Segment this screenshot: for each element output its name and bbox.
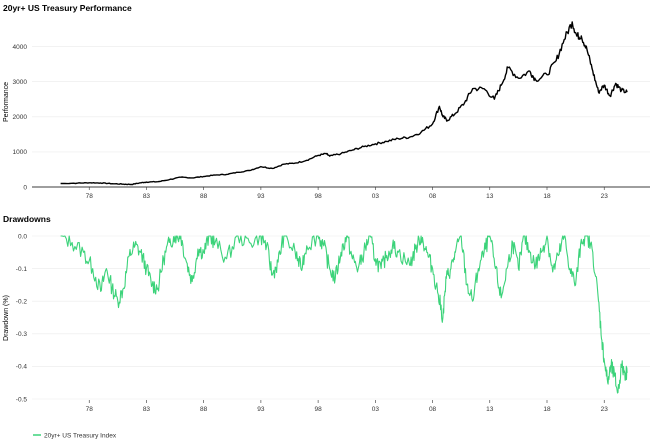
drawdown-series-line bbox=[60, 235, 628, 394]
y-tick-label: -0.5 bbox=[16, 396, 28, 403]
x-tick-label: 88 bbox=[200, 193, 208, 200]
x-tick-label: 13 bbox=[486, 406, 494, 413]
x-tick-label: 93 bbox=[257, 193, 265, 200]
x-tick-label: 83 bbox=[143, 193, 151, 200]
drawdown-chart-title: Drawdowns bbox=[3, 214, 51, 224]
performance-x-ticks: 78 83 88 93 98 03 08 13 18 23 bbox=[86, 187, 609, 200]
x-tick-label: 78 bbox=[86, 193, 94, 200]
y-tick-label: 2000 bbox=[13, 114, 28, 121]
drawdown-y-axis-label: Drawdown (%) bbox=[3, 295, 10, 341]
drawdown-panel: Drawdowns Drawdown (%) 0.0 -0.1 -0.2 -0.3 -0… bbox=[3, 214, 650, 413]
y-tick-label: -0.4 bbox=[16, 364, 28, 371]
y-tick-label: -0.1 bbox=[16, 266, 28, 273]
legend-label: 20yr+ US Treasury Index bbox=[44, 433, 117, 440]
y-tick-label: -0.2 bbox=[16, 299, 28, 306]
x-tick-label: 13 bbox=[486, 193, 494, 200]
x-tick-label: 98 bbox=[314, 406, 322, 413]
y-tick-label: 4000 bbox=[13, 44, 28, 51]
x-tick-label: 18 bbox=[543, 406, 551, 413]
y-tick-label: -0.3 bbox=[16, 331, 28, 338]
performance-series-line bbox=[60, 21, 628, 186]
performance-chart-title: 20yr+ US Treasury Performance bbox=[3, 3, 132, 13]
performance-y-ticks: 0 1000 2000 3000 4000 bbox=[13, 44, 28, 191]
x-tick-label: 08 bbox=[429, 406, 437, 413]
x-tick-label: 03 bbox=[372, 193, 380, 200]
x-tick-label: 03 bbox=[372, 406, 380, 413]
drawdown-y-ticks: 0.0 -0.1 -0.2 -0.3 -0.4 -0.5 bbox=[16, 233, 28, 403]
performance-grid bbox=[32, 46, 650, 188]
x-tick-label: 93 bbox=[257, 406, 265, 413]
y-tick-label: 1000 bbox=[13, 149, 28, 156]
x-tick-label: 23 bbox=[601, 406, 609, 413]
y-tick-label: 0 bbox=[23, 184, 27, 191]
performance-y-axis-label: Performance bbox=[3, 82, 10, 122]
y-tick-label: 0.0 bbox=[18, 233, 27, 240]
x-tick-label: 83 bbox=[143, 406, 151, 413]
performance-panel: 20yr+ US Treasury Performance Performanc… bbox=[3, 3, 650, 200]
x-tick-label: 08 bbox=[429, 193, 437, 200]
y-tick-label: 3000 bbox=[13, 79, 28, 86]
x-tick-label: 23 bbox=[601, 193, 609, 200]
x-tick-label: 88 bbox=[200, 406, 208, 413]
x-tick-label: 18 bbox=[543, 193, 551, 200]
drawdown-grid bbox=[32, 235, 650, 400]
x-tick-label: 78 bbox=[86, 406, 94, 413]
drawdown-x-ticks: 78 83 88 93 98 03 08 13 18 23 bbox=[86, 400, 609, 413]
legend: 20yr+ US Treasury Index bbox=[33, 433, 117, 440]
x-tick-label: 98 bbox=[314, 193, 322, 200]
